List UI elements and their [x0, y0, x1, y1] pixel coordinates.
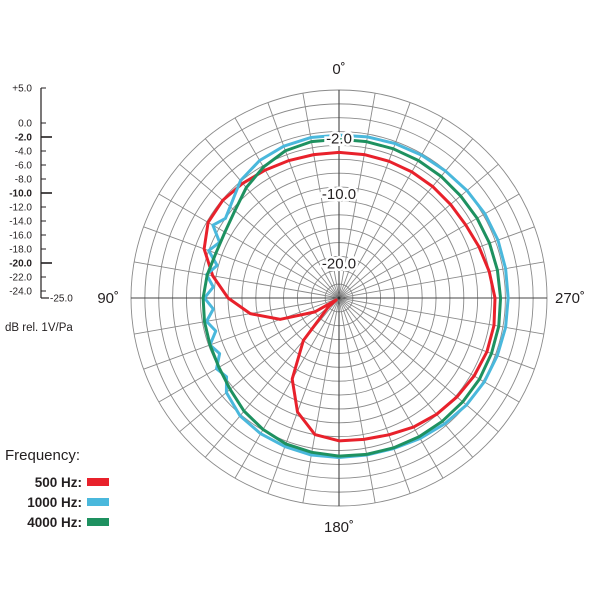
ring-label: -20.0 [322, 255, 356, 272]
scale-tick-label: -20.0 [9, 259, 32, 270]
scale-tick-label: -14.0 [9, 217, 32, 228]
grid-spoke [338, 297, 499, 433]
legend-label: 1000 Hz: [27, 495, 82, 510]
scale-tick-label: -18.0 [9, 245, 32, 256]
scale-tick-label: -6.0 [15, 161, 33, 172]
legend-swatch [87, 518, 109, 526]
series-line-1 [202, 133, 510, 459]
series-line-2 [201, 137, 503, 458]
grid-spoke [143, 226, 340, 299]
grid-spoke [134, 297, 340, 335]
grid-spoke [338, 297, 535, 370]
center-dot-core [337, 296, 341, 300]
legend: Frequency: 500 Hz: 1000 Hz: 4000 Hz: [5, 447, 109, 530]
scale-tick-label: -25.0 [50, 294, 73, 305]
grid-spoke [158, 193, 340, 299]
grid-spoke [338, 193, 520, 299]
grid-spoke [204, 138, 340, 299]
angle-label-180: 180˚ [324, 519, 354, 536]
grid-spoke [338, 297, 444, 479]
angle-label-270: 270˚ [555, 290, 585, 307]
ring-label: -2.0 [326, 131, 352, 148]
grid-spoke [338, 226, 535, 299]
grid-spoke [338, 163, 499, 299]
grid-spoke [338, 297, 544, 335]
grid-spoke [338, 117, 444, 299]
grid-spoke [158, 297, 340, 403]
scale-tick-label: -22.0 [9, 273, 32, 284]
legend-label: 500 Hz: [35, 475, 82, 490]
grid-spoke [234, 117, 340, 299]
scale-tick-label: +5.0 [12, 84, 32, 95]
scale-unit-label: dB rel. 1V/Pa [5, 322, 73, 334]
grid-spoke [179, 297, 340, 433]
grid-spoke [267, 102, 340, 299]
scale-tick-label: -24.0 [9, 287, 32, 298]
db-scale: +5.0 0.0 -2.0 -4.0 -6.0 -8.0 -10.0 -12.0 -14.0 -1… [5, 84, 73, 335]
legend-swatch [87, 478, 109, 486]
scale-tick-label: -4.0 [15, 147, 33, 158]
grid-spoke [234, 297, 340, 479]
polar-labels: 0˚ 90˚ 180˚ 270˚ -2.0 -10.0 -20.0 [97, 61, 585, 536]
grid-spoke [143, 297, 340, 370]
scale-tick-label: -16.0 [9, 231, 32, 242]
grid-spoke [302, 93, 340, 299]
grid-spoke [134, 261, 340, 299]
ring-label: -10.0 [322, 186, 356, 203]
grid-spoke [338, 138, 474, 299]
grid-spoke [338, 297, 376, 503]
scale-tick-label: -12.0 [9, 203, 32, 214]
angle-label-0: 0˚ [332, 61, 345, 78]
legend-swatch [87, 498, 109, 506]
grid-spoke [338, 93, 376, 299]
series-layer [201, 133, 510, 459]
legend-label: 4000 Hz: [27, 515, 82, 530]
scale-tick-label: -8.0 [15, 175, 33, 186]
angle-label-90: 90˚ [97, 290, 119, 307]
grid-spoke [179, 163, 340, 299]
grid-spoke [338, 297, 474, 458]
grid-spoke [267, 297, 340, 494]
grid-spoke [338, 102, 411, 299]
grid-spoke [338, 261, 544, 299]
grid-spoke [302, 297, 340, 503]
scale-tick-label: 0.0 [18, 119, 32, 130]
series-line-0 [202, 150, 497, 443]
grid-spoke [338, 297, 411, 494]
scale-tick-label: -10.0 [9, 189, 32, 200]
scale-tick-label: -2.0 [15, 133, 33, 144]
grid-spoke [338, 297, 520, 403]
legend-title: Frequency: [5, 447, 80, 464]
polar-grid [130, 89, 548, 507]
